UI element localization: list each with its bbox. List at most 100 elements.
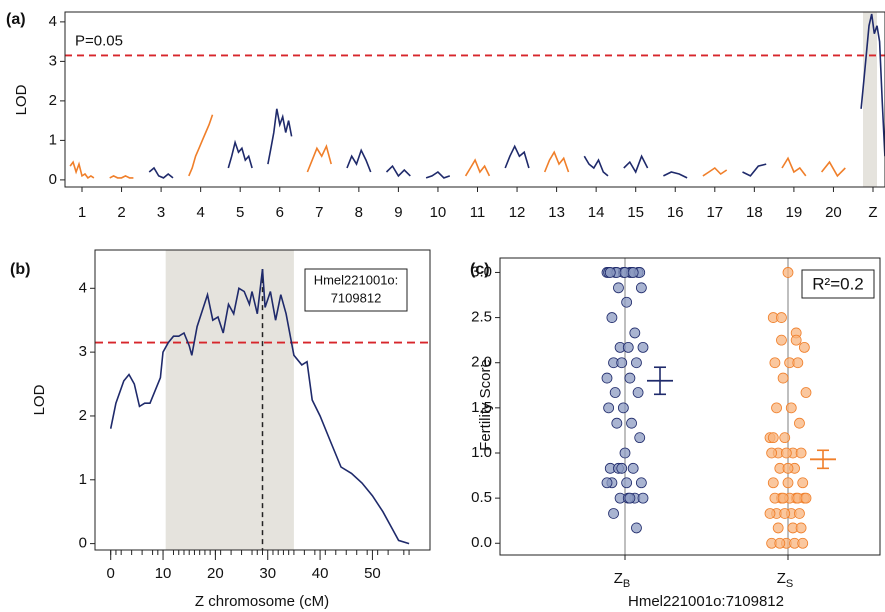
y-tick-label: 1.0: [471, 444, 492, 461]
data-point: [794, 508, 805, 519]
x-tick-label: 11: [470, 204, 486, 221]
y-tick-label: 4: [79, 279, 87, 296]
lod-line: [543, 150, 570, 173]
x-tick-label: 20: [825, 204, 842, 221]
data-point: [637, 341, 649, 353]
data-point: [627, 267, 639, 278]
lod-line: [148, 166, 174, 179]
lod-line: [583, 155, 609, 177]
data-point: [622, 341, 634, 353]
panel-label: (c): [470, 261, 490, 278]
y-tick-label: 2.0: [471, 354, 492, 371]
data-point: [604, 267, 616, 278]
x-tick-label: 30: [259, 565, 276, 582]
y-axis-label: Fertility Score: [477, 359, 494, 451]
x-tick-label: 4: [196, 204, 204, 221]
data-point: [779, 508, 791, 519]
lod-line: [623, 154, 649, 174]
data-point: [626, 417, 637, 429]
annotation-box: [801, 269, 875, 299]
x-tick-label: 5: [236, 204, 244, 221]
data-point: [785, 402, 797, 414]
x-tick-label: 8: [355, 204, 363, 221]
data-point: [800, 492, 812, 504]
data-point: [627, 462, 639, 474]
data-point: [631, 522, 642, 534]
x-tick-label: 15: [627, 204, 644, 221]
x-tick-label: 20: [207, 565, 224, 582]
y-tick-label: 4: [49, 13, 57, 30]
data-point: [624, 372, 636, 384]
lod-line: [69, 160, 95, 179]
panel-label: (b): [10, 261, 30, 278]
data-point: [772, 522, 784, 534]
data-point: [619, 447, 631, 459]
data-point: [635, 477, 647, 489]
plot-frame: [64, 11, 885, 188]
data-point: [776, 312, 787, 323]
y-tick-label: 1: [79, 471, 87, 488]
plot-frame: [499, 257, 881, 556]
data-point: [631, 357, 642, 369]
lod-line: [188, 114, 214, 177]
x-tick-label: Z: [868, 204, 877, 221]
x-tick-label: 13: [548, 204, 565, 221]
data-point: [634, 432, 646, 444]
x-tick-label: 19: [786, 204, 803, 221]
data-point: [613, 282, 624, 294]
data-point: [764, 508, 776, 519]
x-tick-label: 17: [706, 204, 723, 221]
y-tick-label: 0: [79, 535, 87, 552]
y-axis-label: LOD: [31, 384, 48, 415]
data-point: [616, 462, 628, 474]
data-point: [601, 477, 613, 489]
panel-label: (a): [6, 11, 26, 28]
lod-line: [860, 13, 885, 157]
data-point: [797, 537, 809, 549]
x-tick-label: 6: [276, 204, 284, 221]
x-tick-label: 18: [746, 204, 763, 221]
x-tick-label: ZB: [614, 570, 631, 590]
data-point: [624, 492, 636, 504]
lod-line: [385, 164, 411, 178]
data-point: [771, 402, 782, 414]
y-tick-label: 2: [79, 407, 87, 424]
category-sub: S: [786, 578, 793, 590]
x-axis-label: Z chromosome (cM): [195, 593, 329, 610]
data-point: [635, 282, 647, 294]
annotation-text: R²=0.2: [812, 274, 864, 293]
lod-line: [267, 108, 293, 165]
data-point: [616, 357, 628, 369]
data-point: [606, 312, 618, 323]
lod-line: [109, 175, 134, 179]
data-point: [798, 341, 810, 353]
category-main: Z: [614, 570, 623, 587]
data-point: [800, 387, 812, 398]
lod-line: [227, 139, 253, 169]
plot-frame: [94, 249, 431, 551]
lod-line: [781, 156, 807, 177]
y-tick-label: 2.5: [471, 309, 492, 326]
category-sub: B: [623, 578, 630, 590]
lod-line: [820, 160, 846, 178]
data-point: [780, 447, 792, 459]
x-axis-label: Hmel221001o:7109812: [628, 593, 784, 610]
lod-line: [663, 171, 688, 179]
y-axis-label: LOD: [13, 84, 30, 115]
y-tick-label: 0: [49, 171, 57, 188]
data-point: [795, 447, 807, 459]
data-point: [794, 417, 805, 429]
lod-line: [464, 158, 491, 177]
data-point: [632, 387, 644, 398]
data-point: [608, 508, 619, 519]
data-point: [774, 537, 786, 549]
y-tick-label: 0.5: [471, 489, 492, 506]
y-tick-label: 3: [49, 52, 57, 69]
category-main: Z: [777, 570, 786, 587]
lod-line: [742, 163, 767, 177]
data-point: [779, 432, 791, 444]
y-tick-label: 3: [79, 343, 87, 360]
lod-line: [109, 269, 410, 545]
x-tick-label: ZS: [777, 570, 794, 590]
